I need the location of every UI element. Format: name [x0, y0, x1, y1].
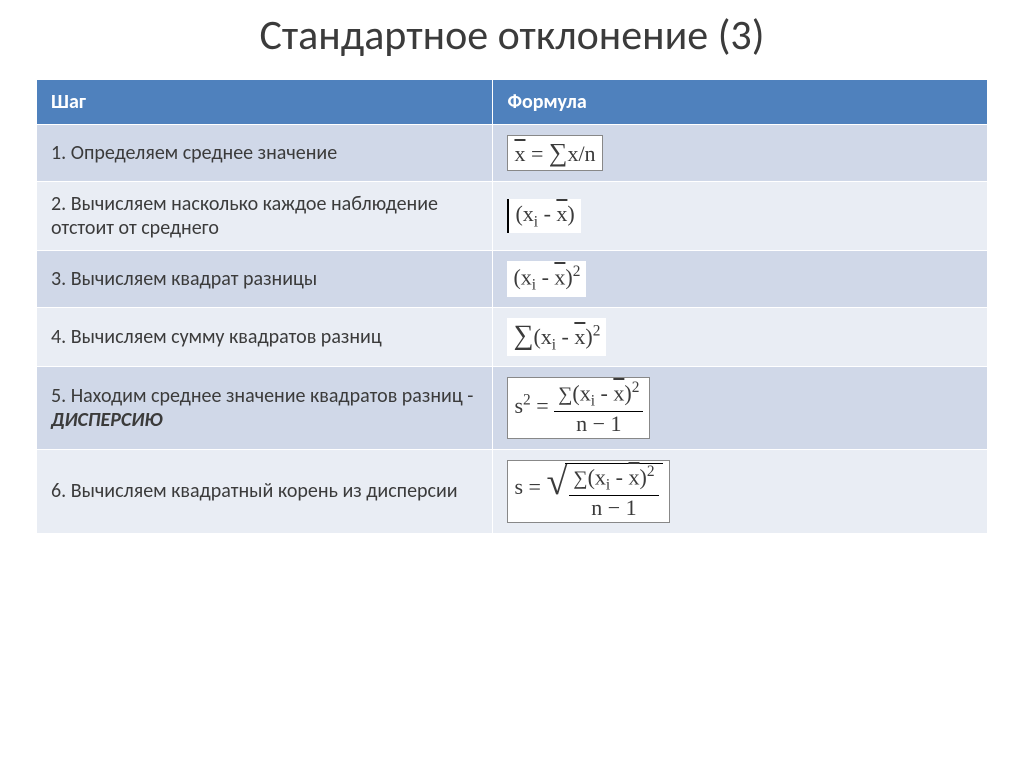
col-step: Шаг — [37, 80, 493, 125]
formula-cell: ∑(xi - x)2 — [493, 307, 988, 366]
table-row: 1. Определяем среднее значение x = ∑x/n — [37, 125, 988, 182]
step-text: 3. Вычисляем квадрат разницы — [37, 251, 493, 308]
col-formula: Формула — [493, 80, 988, 125]
formula-mean: x = ∑x/n — [507, 135, 602, 171]
formula-cell: (xi - x) — [493, 182, 988, 251]
slide-title: Стандартное отклонение (3) — [36, 10, 988, 61]
formula-sq-dev: (xi - x)2 — [507, 261, 586, 297]
step-text: 6. Вычисляем квадратный корень из диспер… — [37, 449, 493, 533]
slide: Стандартное отклонение (3) Шаг Формула 1… — [0, 0, 1024, 768]
formula-deviation: (xi - x) — [507, 199, 580, 233]
steps-table: Шаг Формула 1. Определяем среднее значен… — [36, 79, 988, 534]
table-row: 4. Вычисляем сумму квадратов разниц ∑(xi… — [37, 307, 988, 366]
step-text: 2. Вычисляем насколько каждое наблюдение… — [37, 182, 493, 251]
step-text-emph: ДИСПЕРСИЮ — [51, 408, 163, 432]
table-row: 6. Вычисляем квадратный корень из диспер… — [37, 449, 988, 533]
formula-variance: s2 = ∑(xi - x)2 n − 1 — [507, 377, 650, 439]
formula-cell: s2 = ∑(xi - x)2 n − 1 — [493, 367, 988, 450]
table-header-row: Шаг Формула — [37, 80, 988, 125]
step-text: 5. Находим среднее значение квадратов ра… — [37, 367, 493, 450]
formula-sum-sq-dev: ∑(xi - x)2 — [507, 318, 606, 356]
formula-cell: (xi - x)2 — [493, 251, 988, 308]
table-row: 2. Вычисляем насколько каждое наблюдение… — [37, 182, 988, 251]
step-text: 1. Определяем среднее значение — [37, 125, 493, 182]
step-text: 4. Вычисляем сумму квадратов разниц — [37, 307, 493, 366]
formula-stddev: s = √ ∑(xi - x)2 n − 1 — [507, 460, 669, 523]
formula-cell: x = ∑x/n — [493, 125, 988, 182]
formula-cell: s = √ ∑(xi - x)2 n − 1 — [493, 449, 988, 533]
table-row: 3. Вычисляем квадрат разницы (xi - x)2 — [37, 251, 988, 308]
step-text-pre: 5. Находим среднее значение квадратов ра… — [51, 384, 473, 408]
table-row: 5. Находим среднее значение квадратов ра… — [37, 367, 988, 450]
